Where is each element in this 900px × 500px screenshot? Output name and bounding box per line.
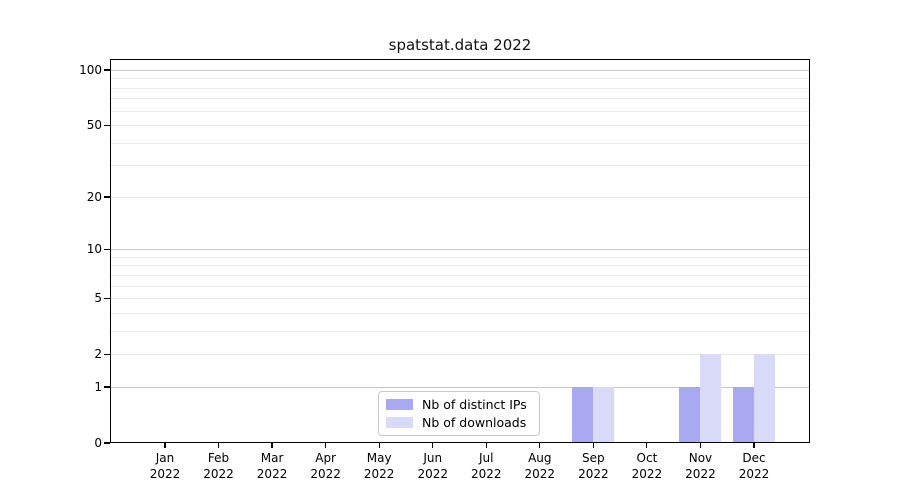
y-tick-mark-1 [104, 386, 110, 388]
x-tick-mark-jan [164, 443, 166, 448]
bar-nb-of-distinct-ips-sep [572, 386, 594, 443]
x-tick-mark-oct [646, 443, 648, 448]
legend-item-downloads: Nb of downloads [386, 415, 532, 430]
y-tick-label-50: 50 [86, 118, 102, 133]
legend-label-downloads: Nb of downloads [422, 415, 527, 430]
gridline-minor-60 [110, 110, 810, 112]
y-tick-mark-2 [104, 353, 110, 355]
chart-title: spatstat.data 2022 [388, 36, 532, 54]
gridline-minor-80 [110, 87, 810, 89]
x-tick-mark-jul [485, 443, 487, 448]
gridline-minor-20 [110, 196, 810, 198]
bar-nb-of-downloads-sep [593, 386, 615, 443]
x-tick-label-oct: Oct 2022 [631, 451, 663, 481]
bar-nb-of-distinct-ips-nov [679, 386, 701, 443]
y-tick-mark-50 [104, 124, 110, 126]
gridline-minor-90 [110, 78, 810, 80]
y-tick-mark-100 [104, 69, 110, 71]
x-tick-label-dec: Dec 2022 [738, 451, 770, 481]
bar-nb-of-downloads-nov [700, 354, 722, 443]
gridline-minor-50 [110, 125, 810, 127]
x-tick-label-feb: Feb 2022 [203, 451, 234, 481]
y-tick-mark-10 [104, 248, 110, 250]
gridline-major-10 [110, 249, 810, 251]
gridline-minor-4 [110, 312, 810, 314]
gridline-minor-8 [110, 265, 810, 267]
legend-label-distinct-ips: Nb of distinct IPs [422, 397, 527, 412]
bar-nb-of-distinct-ips-dec [733, 386, 754, 443]
y-tick-label-1: 1 [94, 379, 102, 394]
x-tick-mark-dec [753, 443, 755, 448]
y-tick-mark-0 [104, 442, 110, 444]
y-tick-mark-20 [104, 196, 110, 198]
bar-nb-of-downloads-dec [754, 354, 775, 443]
x-tick-mark-mar [271, 443, 273, 448]
downloads-swatch-icon [386, 417, 413, 428]
legend-item-distinct-ips: Nb of distinct IPs [386, 397, 532, 412]
gridline-minor-6 [110, 285, 810, 287]
x-tick-label-aug: Aug 2022 [524, 451, 556, 481]
x-tick-label-jul: Jul 2022 [470, 451, 502, 481]
gridline-minor-3 [110, 330, 810, 332]
y-tick-label-20: 20 [86, 189, 102, 204]
y-tick-label-10: 10 [86, 242, 102, 257]
y-tick-label-2: 2 [94, 347, 102, 362]
x-tick-mark-may [378, 443, 380, 448]
gridline-minor-70 [110, 98, 810, 100]
x-tick-mark-jun [432, 443, 434, 448]
x-tick-label-sep: Sep 2022 [578, 451, 609, 481]
gridline-minor-30 [110, 165, 810, 167]
x-tick-label-may: May 2022 [363, 451, 395, 481]
x-tick-label-nov: Nov 2022 [685, 451, 716, 481]
y-tick-label-100: 100 [79, 63, 102, 77]
y-tick-mark-5 [104, 297, 110, 299]
gridline-major-1 [110, 386, 810, 388]
x-tick-label-mar: Mar 2022 [256, 451, 288, 481]
x-tick-mark-sep [592, 443, 594, 448]
x-tick-label-jan: Jan 2022 [149, 451, 181, 481]
gridline-major-100 [110, 70, 810, 71]
x-tick-mark-apr [325, 443, 327, 448]
gridline-minor-7 [110, 274, 810, 276]
x-tick-mark-nov [699, 443, 702, 448]
y-tick-label-5: 5 [94, 291, 102, 306]
x-tick-mark-feb [217, 443, 220, 448]
y-tick-label-0: 0 [94, 436, 102, 450]
x-tick-label-jun: Jun 2022 [417, 451, 448, 481]
distinct-ips-swatch-icon [386, 399, 413, 410]
gridline-minor-40 [110, 142, 810, 144]
gridline-minor-5 [110, 298, 810, 300]
x-tick-mark-aug [539, 443, 541, 448]
plot-area [110, 59, 810, 443]
legend: Nb of distinct IPs Nb of downloads [378, 391, 540, 436]
x-tick-label-apr: Apr 2022 [310, 451, 341, 481]
gridline-minor-9 [110, 256, 810, 258]
gridline-minor-2 [110, 354, 810, 356]
